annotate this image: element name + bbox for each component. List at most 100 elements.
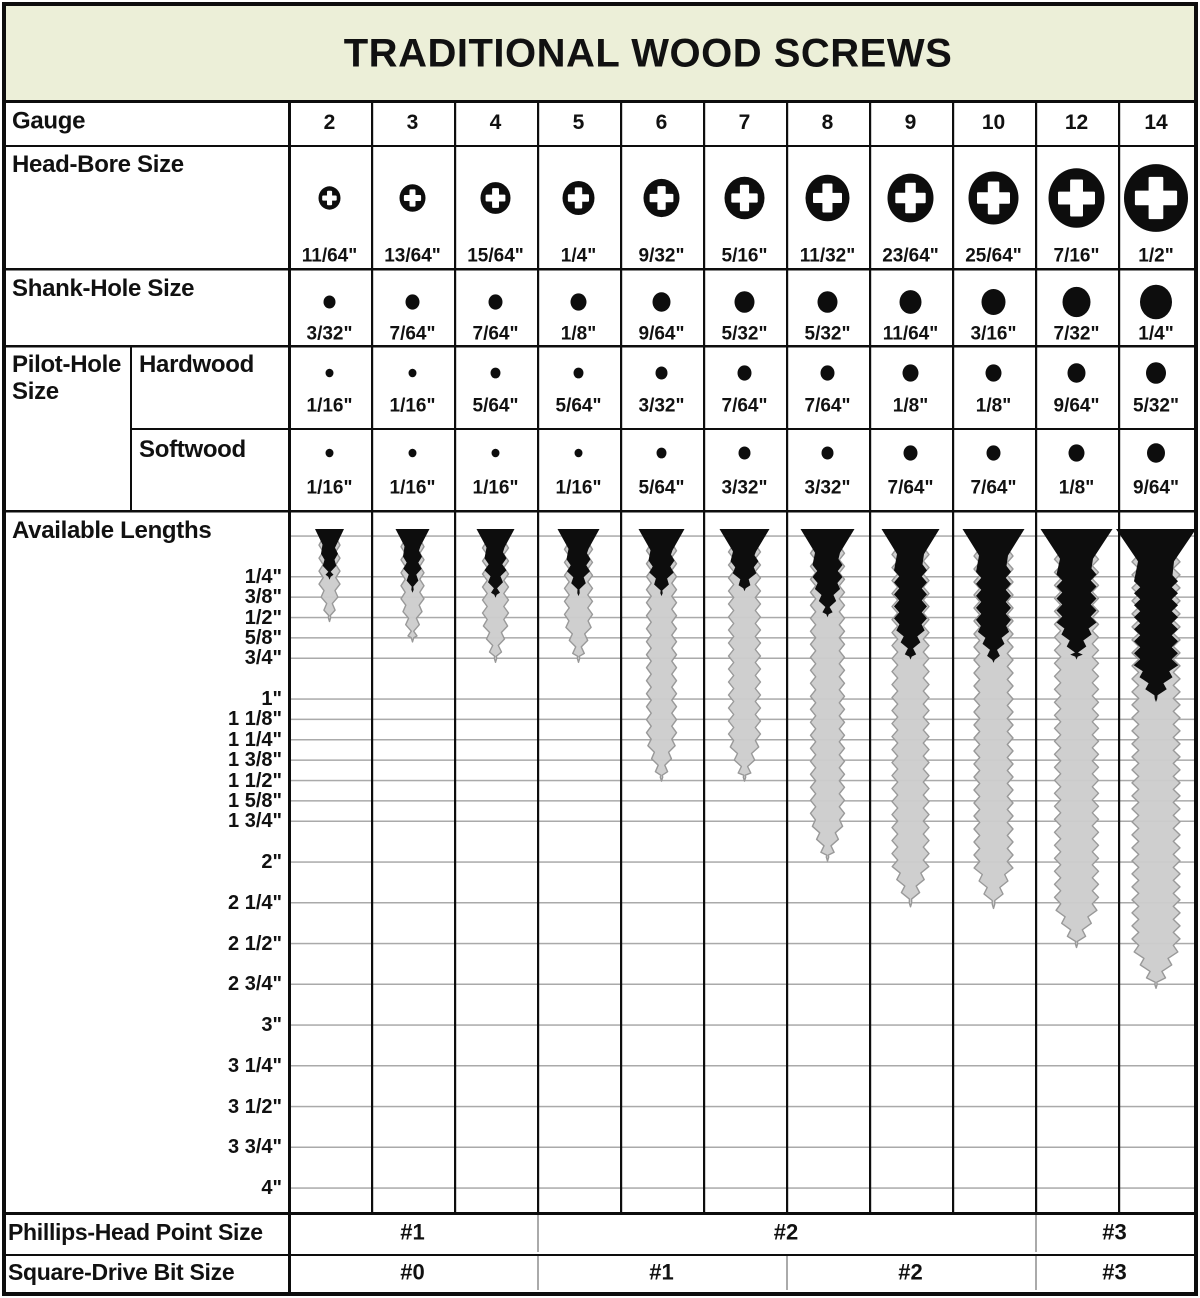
length-label: 3 3/4" [228,1136,282,1159]
pilot-hole-dot-hardwood [1146,362,1166,384]
pilot-hardwood-size-value: 1/8" [975,395,1012,417]
length-label: 1" [261,687,282,710]
pilot-hardwood-size-value: 9/64" [1053,395,1100,417]
length-label: 1 5/8" [228,789,282,812]
square-span-separator [1035,1256,1037,1290]
head-bore-size-value: 5/16" [721,245,768,267]
shank-hole-dot [405,294,420,310]
screw-min-length-gauge-5 [557,529,600,597]
phillips-head-icon [318,186,341,210]
pilot-hole-dot-softwood [1147,443,1165,463]
pilot-hole-dot-softwood [325,448,334,458]
row-label-head-bore: Head-Bore Size [12,151,184,178]
square-span-separator [537,1256,539,1290]
row-border-line [6,345,1194,348]
length-gridline [289,902,1194,904]
row-label-hardwood: Hardwood [139,351,254,378]
pilot-hole-dot-softwood [986,445,1001,461]
pilot-hardwood-size-value: 1/16" [306,395,353,417]
pilot-softwood-size-value: 1/16" [306,477,353,499]
pilot-hole-dot-hardwood [490,367,501,379]
length-gridline [289,1024,1194,1026]
pilot-hole-dot-hardwood [737,365,752,381]
shank-hole-size-value: 7/32" [1053,323,1100,345]
length-label: 3 1/4" [228,1054,282,1077]
row-label-phillips: Phillips-Head Point Size [8,1219,263,1246]
phillips-span-separator [1035,1215,1037,1252]
length-gridline [289,779,1194,782]
pilot-hole-dot-softwood [738,446,751,460]
length-label: 1 3/4" [228,810,282,833]
phillips-cross-horizontal [1058,191,1095,205]
screw-min-length-gauge-7 [719,529,770,592]
square-drive-size-value: #2 [898,1259,923,1285]
column-line [537,100,540,1212]
row-label-gauge: Gauge [12,107,86,135]
pilot-sub-column-line [130,345,132,510]
screw-min-length-gauge-2 [315,529,344,580]
pilot-hole-dot-hardwood [408,368,417,378]
phillips-cross-horizontal [567,194,589,202]
length-gridline [289,1105,1194,1108]
screw-max-length-gauge-9 [891,547,930,908]
phillips-head-icon [562,181,595,215]
column-line [371,100,374,1212]
pilot-softwood-size-value: 9/64" [1133,477,1179,499]
column-line [786,100,789,1212]
length-gridline [289,1146,1194,1148]
pilot-hole-dot-hardwood [573,367,584,379]
screw-min-length-gauge-8 [800,529,855,618]
pilot-hardwood-size-value: 5/64" [555,395,602,417]
phillips-size-value: #1 [400,1219,425,1245]
shank-hole-dot [652,292,671,312]
pilot-hole-dot-softwood [574,448,583,458]
shank-hole-dot [488,294,503,310]
length-gridline [289,800,1194,802]
column-line [869,100,872,1212]
phillips-cross-horizontal [649,193,674,203]
row-border-line [6,1212,1194,1215]
shank-hole-dot [817,291,838,313]
row-label-shank-hole: Shank-Hole Size [12,275,195,302]
phillips-cross-horizontal [813,192,842,203]
shank-hole-size-value: 3/16" [970,323,1017,345]
pilot-softwood-size-value: 1/16" [555,477,602,499]
gauge-value: 12 [1064,111,1089,135]
phillips-cross-horizontal [1134,190,1178,206]
column-line [620,100,623,1212]
phillips-head-icon [480,182,511,214]
row-border-line [6,510,1194,513]
phillips-head-icon [1124,164,1188,232]
length-gridline [289,861,1194,863]
column-line [1035,100,1038,1212]
phillips-cross-horizontal [485,194,506,202]
row-border-line [6,145,1194,147]
pilot-softwood-size-value: 3/32" [721,477,768,499]
length-label: 1 1/2" [228,769,282,792]
label-column-line [288,100,291,1292]
pilot-hole-dot-softwood [903,445,918,461]
length-gridline [289,983,1194,985]
shank-hole-dot [1062,286,1091,318]
phillips-cross-horizontal [731,193,758,203]
length-label: 3/4" [244,647,282,670]
screw-min-length-gauge-12 [1040,529,1113,660]
length-label: 2" [261,850,282,873]
shank-hole-size-value: 7/64" [389,323,436,345]
column-line [703,100,706,1212]
length-label: 1/2" [244,606,282,629]
pilot-hardwood-size-value: 7/64" [804,395,851,417]
screw-min-length-gauge-4 [476,529,515,598]
square-drive-size-value: #0 [400,1259,425,1285]
pilot-hole-dot-hardwood [325,368,334,378]
gauge-value: 7 [738,111,751,135]
row-label-available-lengths: Available Lengths [12,517,212,544]
screw-max-length-gauge-8 [809,546,846,862]
head-bore-size-value: 23/64" [882,245,939,267]
screw-max-length-gauge-7 [727,544,762,782]
gauge-value: 8 [821,111,834,135]
length-label: 1 1/4" [228,728,282,751]
phillips-head-icon [1048,168,1105,228]
phillips-head-icon [805,174,850,222]
gauge-value: 3 [406,111,419,135]
